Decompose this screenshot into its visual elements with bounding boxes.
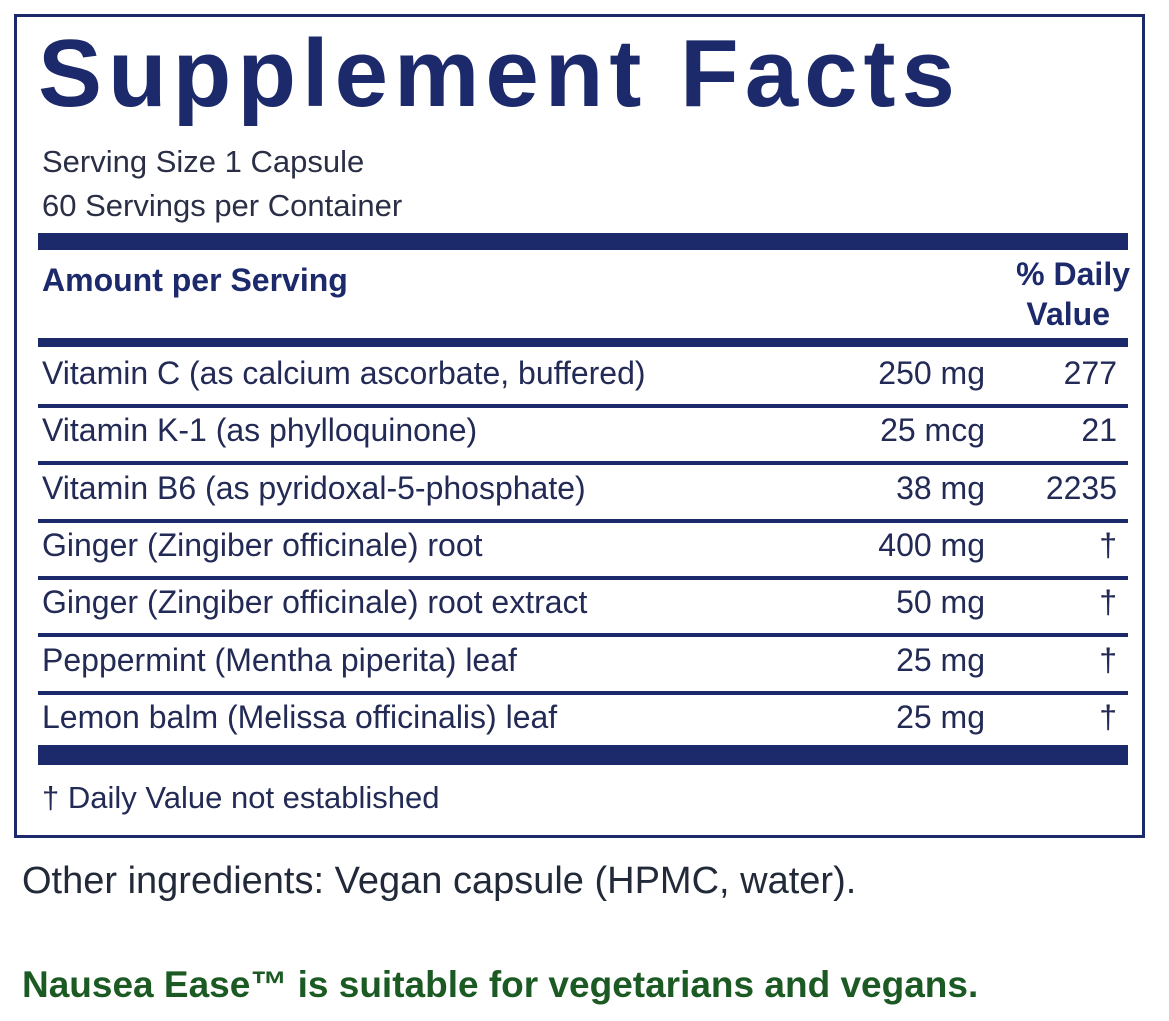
ingredient-name: Vitamin K-1 (as phylloquinone): [42, 412, 478, 449]
ingredient-amount: 400 mg: [878, 526, 985, 563]
ingredient-amount: 50 mg: [896, 584, 985, 621]
row-rule: [38, 461, 1128, 466]
daily-value: †: [1099, 584, 1117, 621]
ingredient-amount: 38 mg: [896, 469, 985, 506]
footnote: † Daily Value not established: [42, 780, 440, 815]
other-ingredients: Other ingredients: Vegan capsule (HPMC, …: [22, 860, 857, 902]
serving-size: Serving Size 1 Capsule: [42, 144, 365, 179]
row-rule: [38, 518, 1128, 523]
ingredient-name: Vitamin C (as calcium ascorbate, buffere…: [42, 355, 646, 391]
daily-value: †: [1099, 526, 1117, 563]
ingredient-amount: 250 mg: [878, 355, 985, 391]
row-rule: [38, 404, 1128, 408]
ingredient-amount: 25 mcg: [880, 412, 985, 449]
daily-value: 277: [1063, 355, 1117, 391]
note: Nausea Ease™ is suitable for vegetarians…: [22, 964, 979, 1005]
daily-value: †: [1099, 698, 1117, 735]
rule: [38, 338, 1128, 347]
amount-header: Amount per Serving: [42, 262, 348, 298]
row-rule: [38, 633, 1128, 638]
ingredient-amount: 25 mg: [896, 641, 985, 678]
facts-panel: [14, 14, 1145, 838]
daily-value: †: [1099, 641, 1117, 678]
row-rule: [38, 575, 1128, 580]
dv-header: Value: [1026, 296, 1110, 332]
thick-rule: [38, 233, 1128, 250]
row-rule: [38, 690, 1128, 695]
ingredient-name: Peppermint (Mentha piperita) leaf: [42, 641, 517, 678]
servings-per-container: 60 Servings per Container: [42, 188, 403, 223]
ingredient-name: Ginger (Zingiber officinale) root extrac…: [42, 584, 588, 621]
ingredient-name: Lemon balm (Melissa officinalis) leaf: [42, 698, 558, 735]
title: Supplement Facts: [38, 20, 961, 127]
ingredient-amount: 25 mg: [896, 698, 985, 735]
thick-rule: [38, 745, 1128, 765]
ingredient-name: Ginger (Zingiber officinale) root: [42, 526, 483, 563]
dv-header: % Daily: [1016, 256, 1130, 292]
daily-value: 2235: [1045, 469, 1117, 506]
ingredient-name: Vitamin B6 (as pyridoxal-5-phosphate): [42, 469, 586, 506]
daily-value: 21: [1081, 412, 1117, 449]
